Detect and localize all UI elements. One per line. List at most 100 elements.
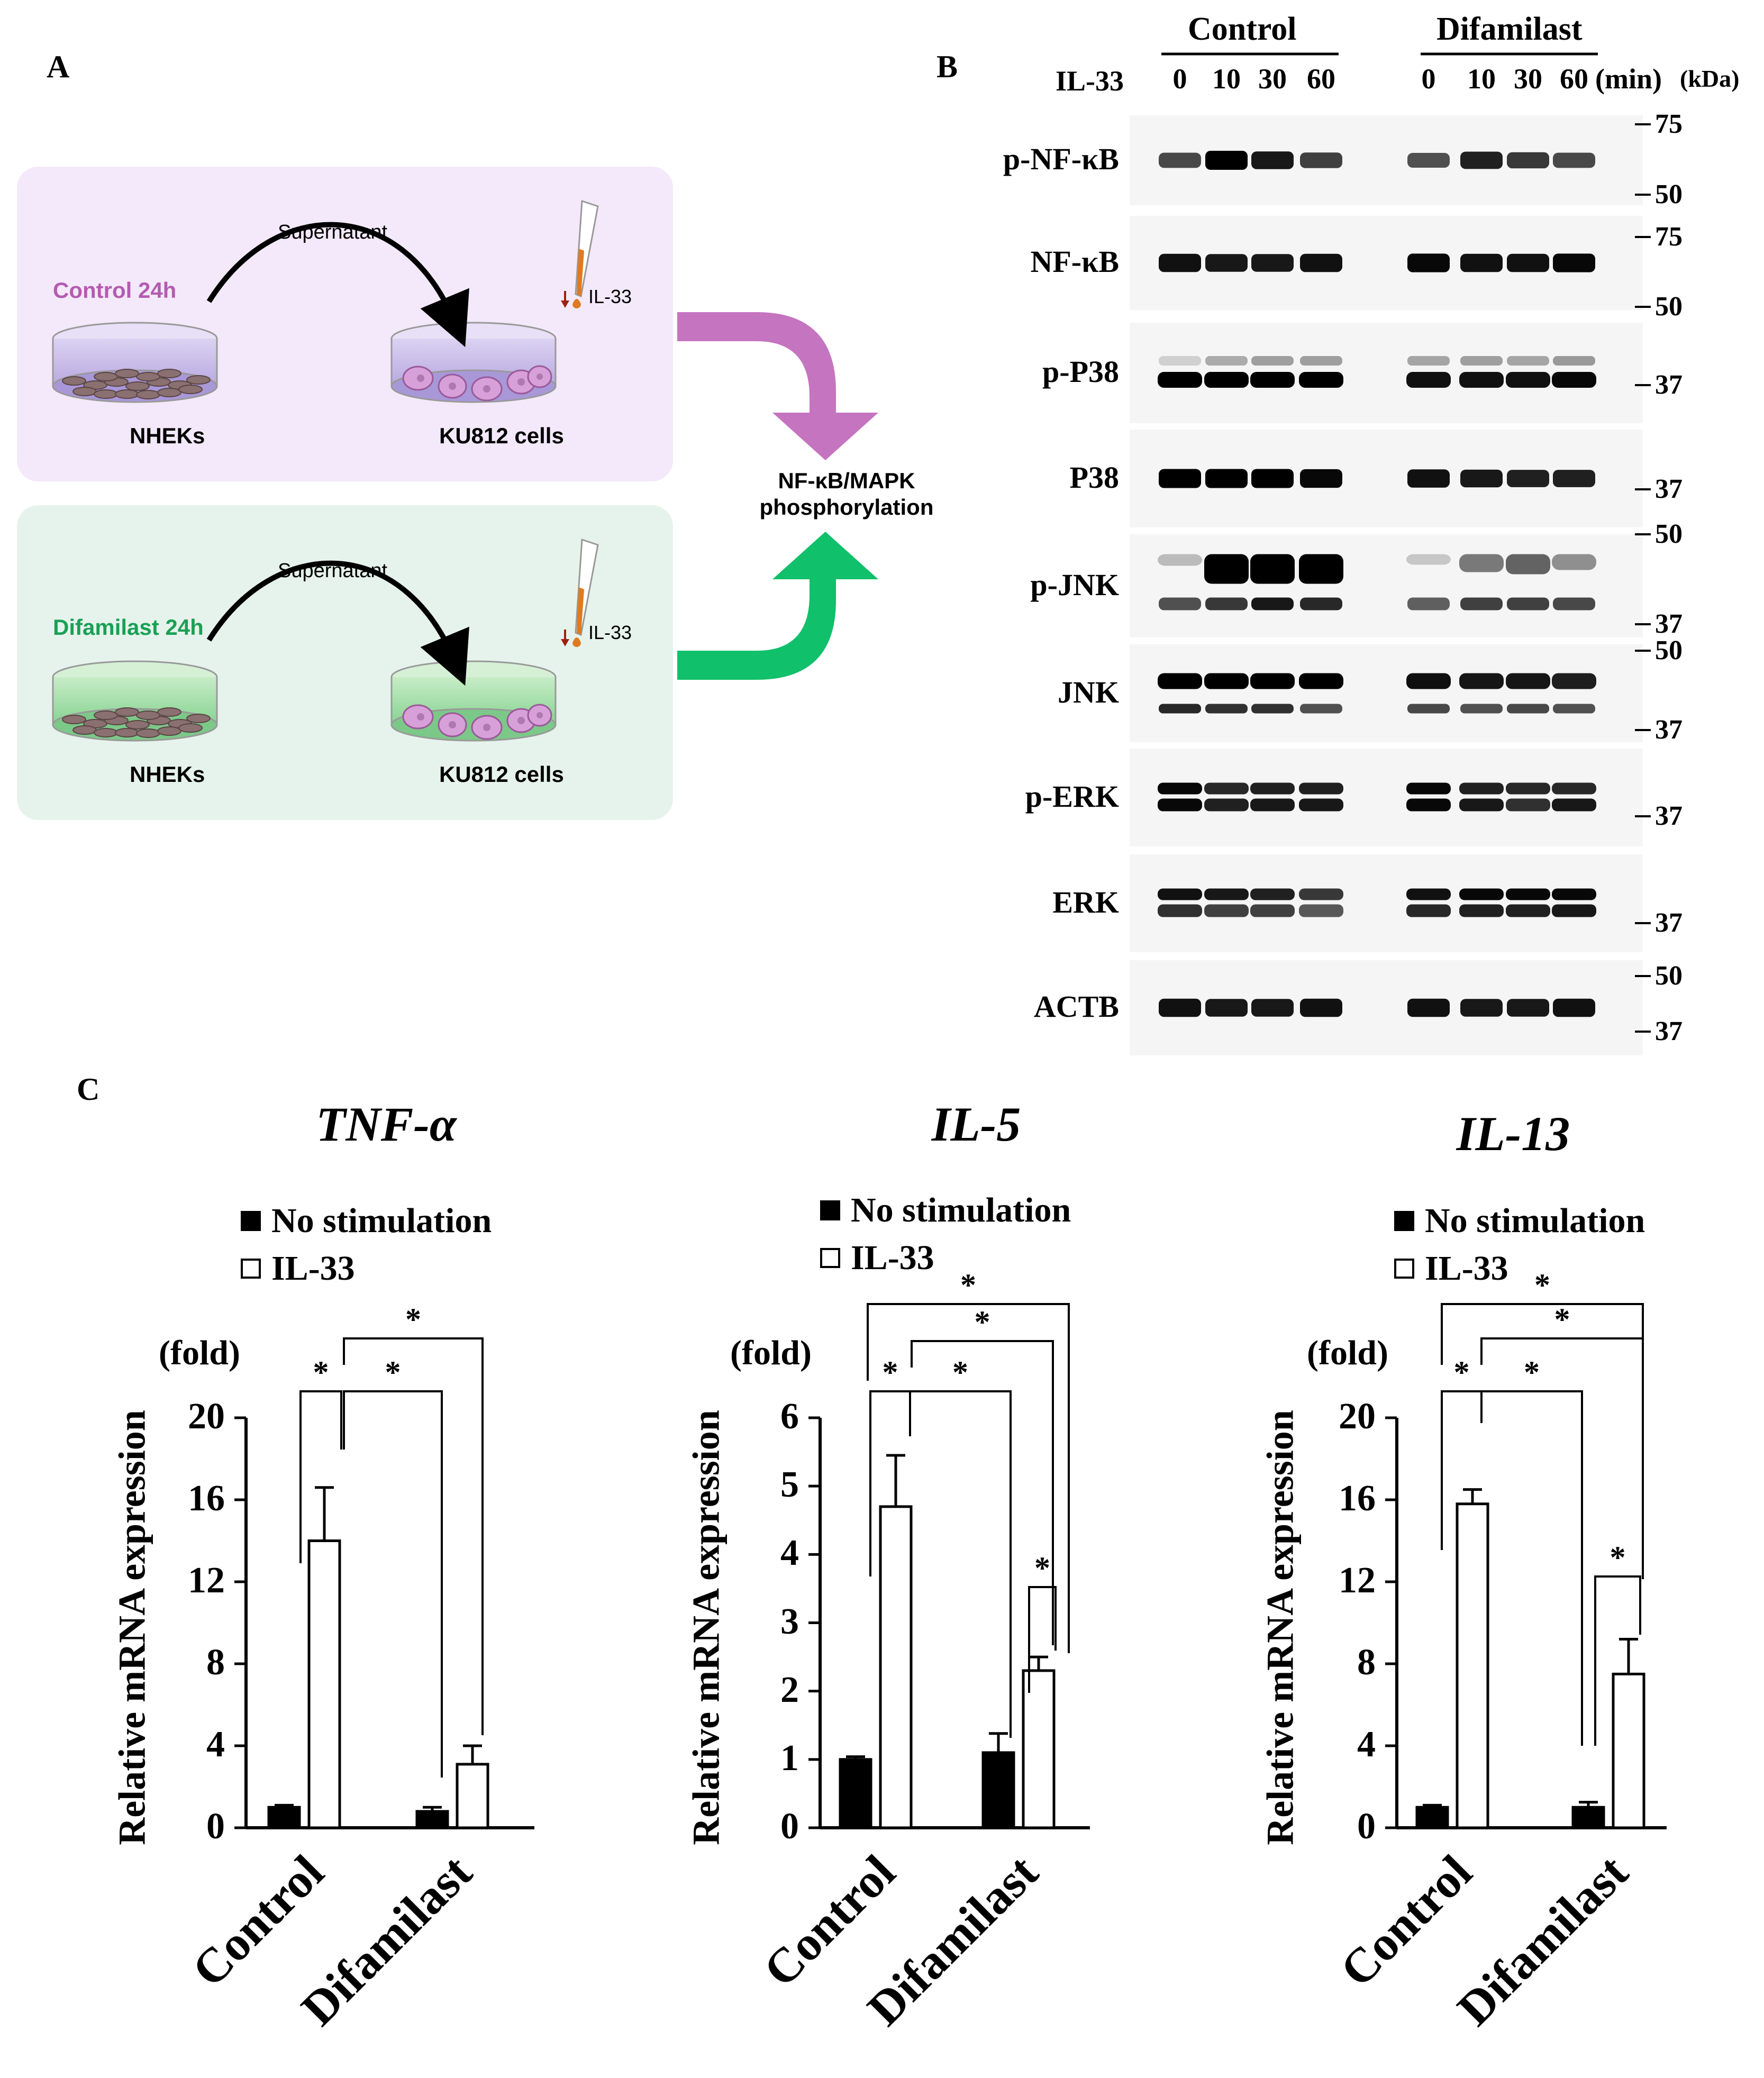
bar: [1022, 1669, 1056, 1829]
blot-band: [1459, 888, 1504, 900]
kda-marker: 37: [1655, 715, 1683, 745]
blot-band: [1299, 372, 1343, 388]
blot-p38: [1130, 430, 1643, 527]
chart-title: IL-13: [1456, 1107, 1570, 1161]
blot-label: p-JNK: [1030, 567, 1119, 602]
significance-bracket: [1480, 1390, 1583, 1746]
difamilast-condition-box: [17, 505, 673, 820]
bar-chart-0: [234, 1337, 534, 1829]
blot-band: [1205, 254, 1248, 272]
blot-band: [1506, 372, 1550, 388]
blot-band: [1205, 999, 1248, 1017]
blot-p-erk: [1130, 749, 1643, 846]
chart-title: TNF-α: [316, 1097, 457, 1151]
ku812-label-control: KU812 cells: [439, 423, 564, 448]
kda-marker: 37: [1655, 609, 1683, 639]
blot-label: NF-κB: [1030, 244, 1119, 279]
panel-label-b: B: [936, 49, 958, 84]
blot-band: [1407, 469, 1450, 488]
blot-band: [1299, 888, 1343, 900]
il33-label-control: IL-33: [588, 286, 632, 307]
y-tick-label: 4: [1357, 1724, 1376, 1765]
blot-band: [1251, 356, 1294, 366]
difamilast-result-arrow: [677, 532, 878, 680]
blot-band: [1251, 469, 1294, 488]
blot-band: [1459, 782, 1504, 795]
nheks-label-control: NHEKs: [130, 423, 205, 448]
blot-band: [1407, 998, 1450, 1017]
legend-swatch: [820, 1248, 840, 1268]
timepoint-label: 0: [1421, 63, 1436, 95]
supernatant-label-control: Supernatant: [278, 221, 388, 243]
blot-band: [1552, 673, 1596, 689]
blot-band: [1300, 152, 1342, 168]
kda-marker: 50: [1655, 291, 1683, 322]
blot-band: [1159, 704, 1201, 714]
blot-band: [1158, 372, 1202, 388]
y-tick-label: 4: [206, 1724, 225, 1765]
blot-band: [1552, 904, 1596, 917]
western-blot-panel: [1130, 52, 1651, 1033]
blot-band: [1460, 469, 1503, 488]
kda-marker: 50: [1655, 961, 1683, 991]
blot-label: p-ERK: [1025, 779, 1119, 814]
bar: [267, 1806, 301, 1829]
y-tick-label: 5: [780, 1464, 799, 1506]
panel-a-schematic: [17, 167, 878, 820]
blot-band: [1299, 673, 1343, 689]
bar: [1415, 1806, 1449, 1829]
significance-bracket: [909, 1390, 1012, 1738]
timepoint-label: 30: [1258, 63, 1287, 95]
pipette-icon: [561, 538, 599, 647]
blot-label: p-NF-κB: [1003, 142, 1119, 176]
timepoint-label: 60: [1560, 63, 1588, 95]
blot-band: [1460, 704, 1503, 714]
legend-label: IL-33: [851, 1238, 934, 1277]
significance-star: *: [1524, 1355, 1540, 1390]
significance-bracket: [343, 1390, 443, 1778]
y-axis-unit: (fold): [1307, 1334, 1388, 1372]
blot-label: JNK: [1058, 675, 1119, 709]
blot-band: [1553, 597, 1595, 610]
kda-marker: 50: [1655, 179, 1683, 209]
blot-band: [1460, 999, 1503, 1017]
blot-band: [1300, 253, 1342, 272]
y-axis-unit: (fold): [159, 1334, 240, 1372]
blot-band: [1459, 904, 1504, 917]
significance-star: *: [882, 1355, 898, 1390]
significance-bracket: [1441, 1303, 1644, 1579]
bar: [879, 1505, 913, 1829]
blot-band: [1460, 356, 1503, 366]
bar: [1571, 1806, 1605, 1829]
significance-star: *: [385, 1355, 401, 1390]
y-tick-label: 2: [780, 1669, 799, 1710]
blot-band: [1158, 904, 1202, 917]
blot-band: [1250, 782, 1295, 795]
blot-band: [1250, 904, 1295, 917]
significance-bracket: [1441, 1390, 1483, 1550]
y-tick-label: 16: [1339, 1478, 1376, 1519]
significance-star: *: [405, 1302, 421, 1337]
blot-band: [1407, 704, 1450, 714]
blot-band: [1553, 152, 1595, 168]
blot-band: [1552, 798, 1596, 812]
blot-band: [1507, 152, 1549, 169]
blot-band: [1159, 253, 1201, 272]
blot-band: [1251, 999, 1294, 1017]
blot-band: [1158, 554, 1202, 566]
blot-background: [1130, 644, 1643, 742]
significance-bracket: [911, 1340, 1054, 1645]
bar: [307, 1539, 341, 1829]
blot-band: [1553, 998, 1595, 1017]
nheks-label-difamilast: NHEKs: [130, 762, 205, 787]
blot-background: [1130, 854, 1643, 952]
blot-band: [1251, 704, 1294, 714]
timepoint-label: 0: [1172, 63, 1187, 95]
blot-band: [1406, 798, 1451, 812]
panel-label-a: A: [47, 49, 70, 84]
kda-marker: 37: [1655, 1016, 1683, 1046]
result-label-line1: NF-κB/MAPK: [778, 468, 915, 493]
blot-band: [1406, 372, 1451, 388]
blot-band: [1406, 554, 1451, 565]
significance-bracket: [343, 1337, 484, 1735]
